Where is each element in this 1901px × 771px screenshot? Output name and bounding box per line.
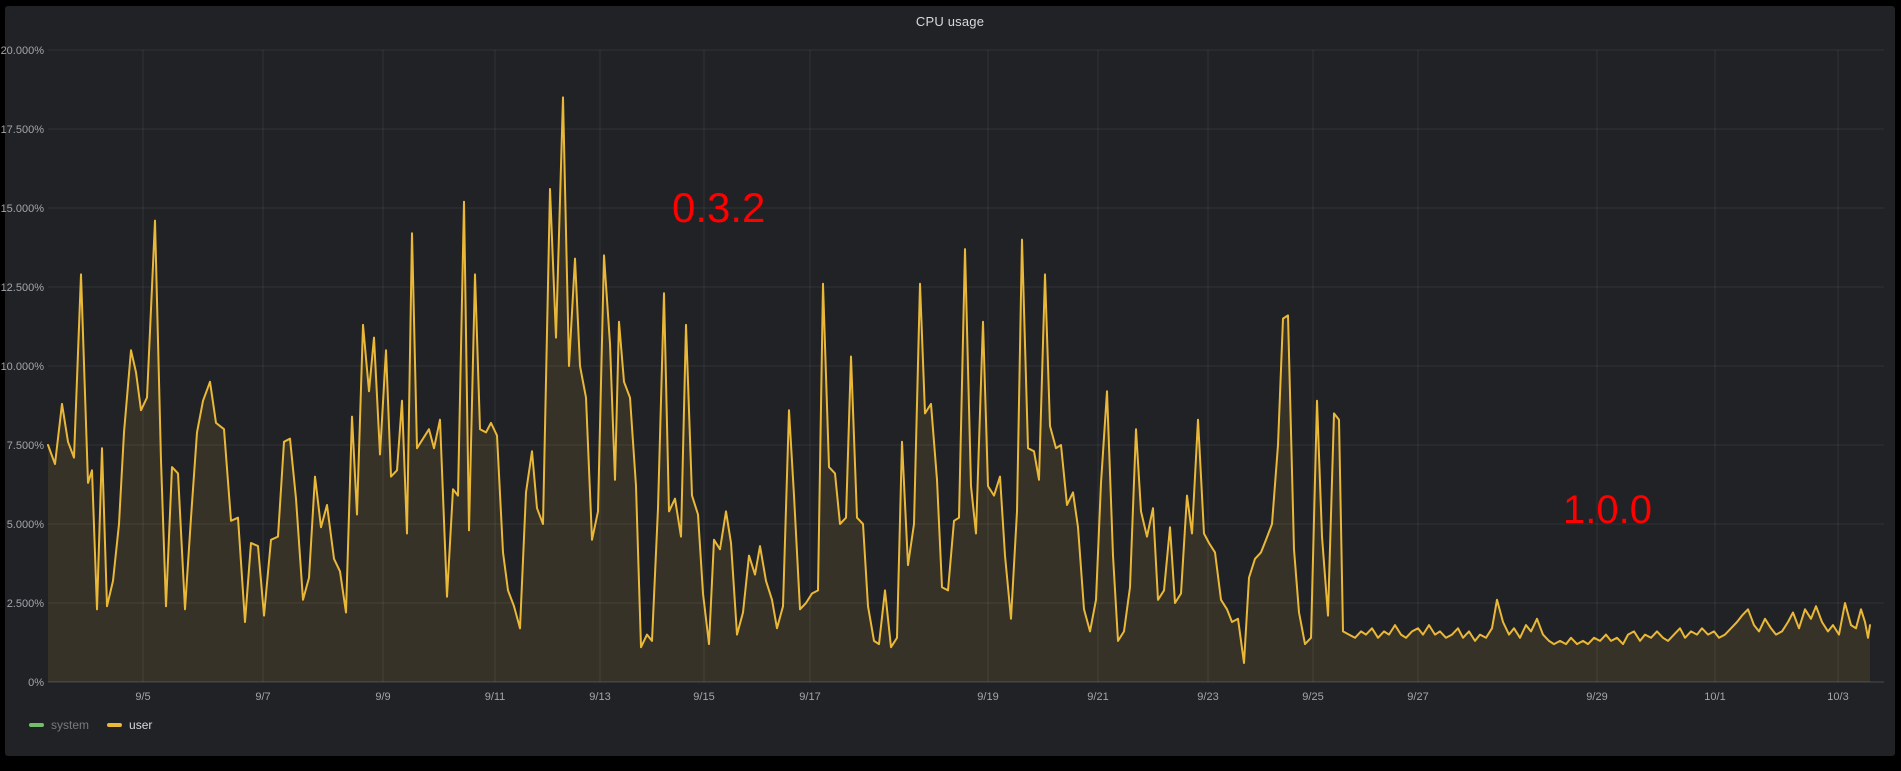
x-axis-tick-label: 9/9 xyxy=(375,691,390,703)
user-series-area xyxy=(48,97,1870,682)
x-axis-tick-label: 9/19 xyxy=(977,691,998,703)
y-axis-tick-label: 5.000% xyxy=(7,519,45,531)
x-axis-tick-label: 9/7 xyxy=(255,691,270,703)
system-series-swatch xyxy=(29,723,44,727)
user-series-swatch xyxy=(107,723,123,727)
x-axis-tick-label: 9/25 xyxy=(1302,691,1323,703)
x-axis-tick-label: 9/11 xyxy=(485,691,506,703)
panel-title[interactable]: CPU usage xyxy=(915,14,985,29)
legend-label-system: system xyxy=(51,718,90,732)
x-axis-tick-label: 10/3 xyxy=(1827,691,1848,703)
x-axis-tick-label: 9/23 xyxy=(1197,691,1218,703)
x-axis-tick-label: 9/29 xyxy=(1586,691,1607,703)
x-axis-tick-label: 9/21 xyxy=(1087,691,1108,703)
y-axis-tick-label: 10.000% xyxy=(1,361,45,373)
y-axis-tick-label: 17.500% xyxy=(1,124,45,136)
x-axis-tick-label: 9/15 xyxy=(693,691,714,703)
x-axis-tick-label: 9/5 xyxy=(135,691,150,703)
y-axis-tick-label: 0% xyxy=(28,677,44,689)
y-axis-tick-label: 20.000% xyxy=(1,45,45,57)
version-annotation: 0.3.2 xyxy=(672,184,765,231)
y-axis-tick-label: 7.500% xyxy=(7,440,45,452)
x-axis-tick-label: 9/17 xyxy=(799,691,820,703)
legend-item-user[interactable]: user xyxy=(107,718,152,732)
y-axis-tick-label: 12.500% xyxy=(1,282,45,294)
grafana-panel: CPU usage system user xyxy=(5,6,1895,756)
legend-label-user: user xyxy=(129,718,153,732)
x-axis-tick-label: 9/13 xyxy=(589,691,610,703)
y-axis-tick-label: 2.500% xyxy=(7,598,45,610)
legend-item-system[interactable]: system xyxy=(29,718,89,732)
y-axis-tick-label: 15.000% xyxy=(1,203,45,215)
x-axis-tick-label: 10/1 xyxy=(1704,691,1725,703)
user-series-line[interactable] xyxy=(47,96,1871,664)
x-axis-tick-label: 9/27 xyxy=(1407,691,1428,703)
version-annotation: 1.0.0 xyxy=(1563,488,1652,532)
legend: system user xyxy=(29,718,152,732)
